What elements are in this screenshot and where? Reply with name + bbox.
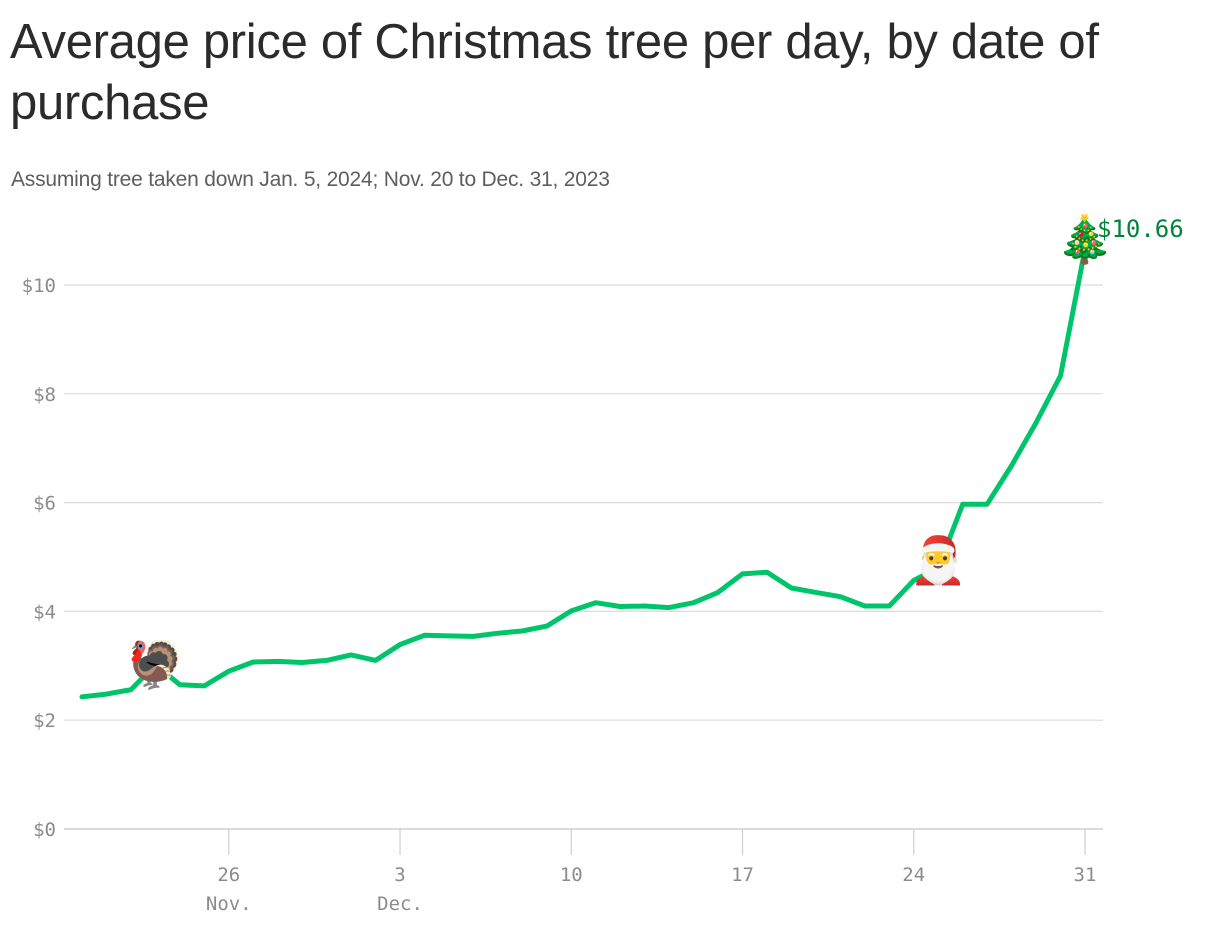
x-tick-label: 3: [394, 864, 405, 886]
y-tick-label: $8: [33, 384, 56, 406]
x-tick-label: 17: [731, 864, 754, 886]
price-series-line: [79, 246, 1088, 700]
x-tick-label: 10: [560, 864, 583, 886]
y-axis: $0 $2 $4 $6 $8 $10: [22, 275, 56, 841]
x-tick-label: 26: [217, 864, 240, 886]
gridlines: [64, 284, 1103, 830]
y-tick-label: $10: [22, 275, 56, 297]
y-tick-label: $0: [33, 819, 56, 841]
christmas-tree-icon: 🎄: [1056, 212, 1113, 266]
x-tick-sublabel: Dec.: [377, 893, 423, 915]
x-tick-label: 24: [902, 864, 925, 886]
y-tick-label: $4: [33, 601, 56, 623]
marker-layer: 🦃 🎅 🎄$10.66: [127, 212, 1184, 692]
y-tick-label: $2: [33, 710, 56, 732]
x-axis: 26 Nov. 3 Dec. 10 17 24 31: [206, 829, 1097, 915]
x-tick-sublabel: Nov.: [206, 893, 252, 915]
santa-icon: 🎅: [910, 533, 967, 587]
x-tick-label: 31: [1074, 864, 1097, 886]
chart-subtitle: Assuming tree taken down Jan. 5, 2024; N…: [11, 168, 610, 191]
y-tick-label: $6: [33, 493, 56, 515]
series-layer: [79, 246, 1088, 700]
turkey-icon: 🦃: [127, 638, 184, 692]
chart-title: Average price of Christmas tree per day,…: [10, 15, 1099, 130]
end-value-label: $10.66: [1097, 215, 1184, 243]
